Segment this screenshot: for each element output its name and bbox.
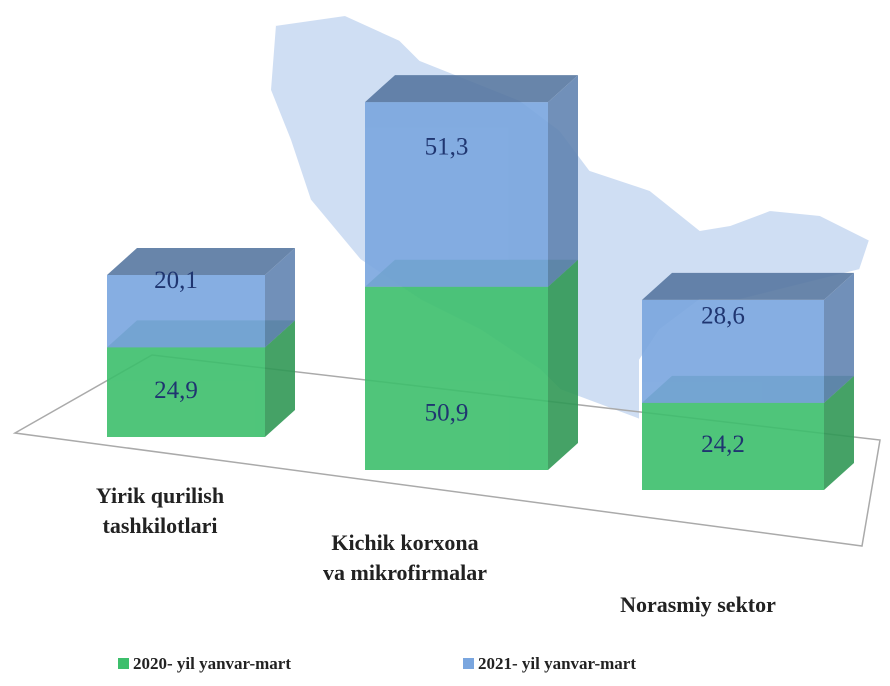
bar-segment [365, 259, 578, 470]
bar-side [824, 272, 854, 403]
bar-segment [642, 272, 854, 403]
x-tick-label: Yirik qurilish [96, 483, 224, 508]
bar-top [365, 75, 578, 103]
bar-front [365, 286, 548, 470]
data-label: 20,1 [154, 267, 198, 294]
data-label: 24,2 [701, 431, 745, 458]
bar-front [107, 347, 265, 437]
data-label: 50,9 [425, 400, 469, 427]
bar-front [107, 275, 265, 348]
bar-front [642, 402, 824, 490]
x-tick-label: va mikrofirmalar [323, 560, 487, 585]
bar-segment [107, 248, 295, 348]
legend-label: 2021- yil yanvar-mart [478, 654, 636, 673]
x-tick-label: Kichik korxona [331, 530, 478, 555]
data-label: 24,9 [154, 377, 198, 404]
x-tick-label: tashkilotlari [103, 513, 218, 538]
data-label: 51,3 [425, 133, 469, 160]
bar-side [265, 248, 295, 348]
bar-front [365, 102, 548, 287]
bar-top [642, 272, 854, 300]
bar-top [107, 248, 295, 275]
legend-label: 2020- yil yanvar-mart [133, 654, 291, 673]
bar-side [548, 259, 578, 470]
legend-swatch [118, 658, 129, 669]
bar-front [642, 299, 824, 403]
x-tick-label: Norasmiy sektor [620, 592, 776, 617]
data-label: 28,6 [701, 303, 745, 330]
bar-segment [365, 75, 578, 287]
bar-side [548, 75, 578, 287]
floor-plane [12, 354, 881, 547]
legend-swatch [463, 658, 474, 669]
bar-side [265, 320, 295, 437]
bar-side [824, 375, 854, 490]
